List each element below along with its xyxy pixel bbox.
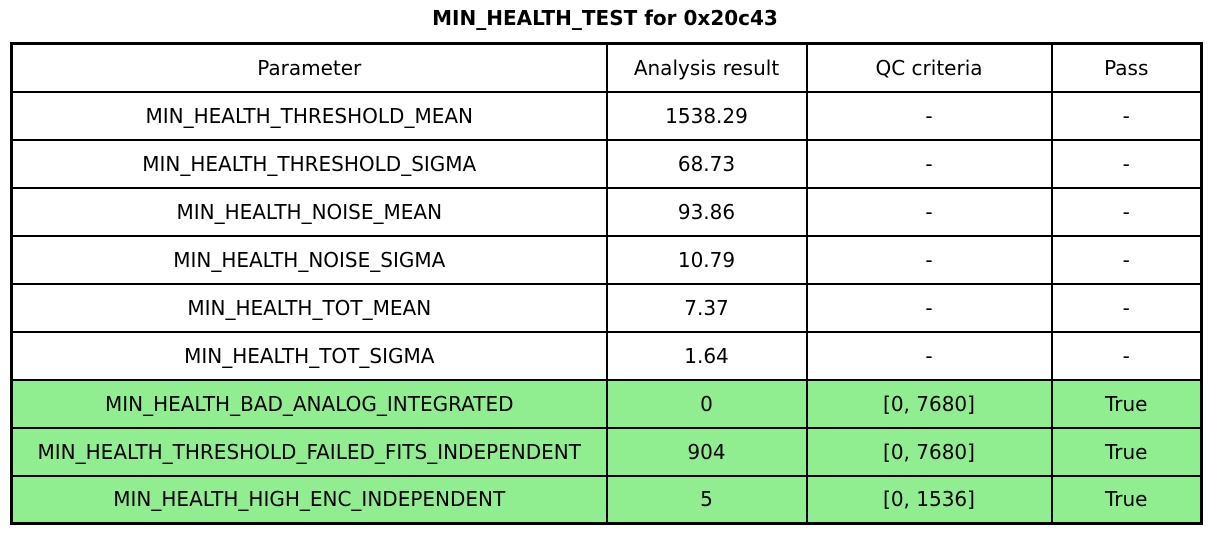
cell-pass: True <box>1050 378 1203 429</box>
cell-qc-criteria: [0, 7680] <box>805 426 1053 477</box>
table-row-highlighted: MIN_HEALTH_HIGH_ENC_INDEPENDENT 5 [0, 15… <box>10 474 1203 525</box>
cell-analysis-result: 1.64 <box>605 330 808 381</box>
table-row: MIN_HEALTH_THRESHOLD_MEAN 1538.29 - - <box>10 90 1203 141</box>
cell-analysis-result: 93.86 <box>605 186 808 237</box>
cell-pass: - <box>1050 234 1203 285</box>
cell-parameter: MIN_HEALTH_HIGH_ENC_INDEPENDENT <box>10 474 608 525</box>
column-header-analysis-result: Analysis result <box>605 42 808 93</box>
column-header-pass: Pass <box>1050 42 1203 93</box>
cell-parameter: MIN_HEALTH_THRESHOLD_FAILED_FITS_INDEPEN… <box>10 426 608 477</box>
cell-pass: True <box>1050 426 1203 477</box>
cell-pass: - <box>1050 330 1203 381</box>
qc-results-table: Parameter Analysis result QC criteria Pa… <box>10 42 1203 525</box>
cell-qc-criteria: - <box>805 90 1053 141</box>
cell-qc-criteria: - <box>805 234 1053 285</box>
cell-parameter: MIN_HEALTH_THRESHOLD_MEAN <box>10 90 608 141</box>
cell-qc-criteria: - <box>805 330 1053 381</box>
cell-parameter: MIN_HEALTH_THRESHOLD_SIGMA <box>10 138 608 189</box>
cell-analysis-result: 5 <box>605 474 808 525</box>
table-row: MIN_HEALTH_NOISE_MEAN 93.86 - - <box>10 186 1203 237</box>
table-row: MIN_HEALTH_TOT_SIGMA 1.64 - - <box>10 330 1203 381</box>
cell-qc-criteria: [0, 7680] <box>805 378 1053 429</box>
cell-parameter: MIN_HEALTH_TOT_MEAN <box>10 282 608 333</box>
cell-parameter: MIN_HEALTH_NOISE_MEAN <box>10 186 608 237</box>
table-row: MIN_HEALTH_NOISE_SIGMA 10.79 - - <box>10 234 1203 285</box>
cell-pass: - <box>1050 186 1203 237</box>
cell-qc-criteria: - <box>805 138 1053 189</box>
column-header-parameter: Parameter <box>10 42 608 93</box>
cell-analysis-result: 904 <box>605 426 808 477</box>
cell-pass: True <box>1050 474 1203 525</box>
cell-parameter: MIN_HEALTH_TOT_SIGMA <box>10 330 608 381</box>
table-row: MIN_HEALTH_THRESHOLD_SIGMA 68.73 - - <box>10 138 1203 189</box>
cell-pass: - <box>1050 90 1203 141</box>
page-title: MIN_HEALTH_TEST for 0x20c43 <box>432 6 778 30</box>
cell-analysis-result: 1538.29 <box>605 90 808 141</box>
cell-analysis-result: 0 <box>605 378 808 429</box>
cell-analysis-result: 10.79 <box>605 234 808 285</box>
cell-qc-criteria: - <box>805 282 1053 333</box>
cell-qc-criteria: - <box>805 186 1053 237</box>
column-header-qc-criteria: QC criteria <box>805 42 1053 93</box>
cell-parameter: MIN_HEALTH_BAD_ANALOG_INTEGRATED <box>10 378 608 429</box>
table-header-row: Parameter Analysis result QC criteria Pa… <box>10 42 1203 93</box>
cell-qc-criteria: [0, 1536] <box>805 474 1053 525</box>
cell-parameter: MIN_HEALTH_NOISE_SIGMA <box>10 234 608 285</box>
cell-analysis-result: 68.73 <box>605 138 808 189</box>
table-row-highlighted: MIN_HEALTH_THRESHOLD_FAILED_FITS_INDEPEN… <box>10 426 1203 477</box>
cell-pass: - <box>1050 282 1203 333</box>
cell-pass: - <box>1050 138 1203 189</box>
table-row: MIN_HEALTH_TOT_MEAN 7.37 - - <box>10 282 1203 333</box>
table-row-highlighted: MIN_HEALTH_BAD_ANALOG_INTEGRATED 0 [0, 7… <box>10 378 1203 429</box>
cell-analysis-result: 7.37 <box>605 282 808 333</box>
